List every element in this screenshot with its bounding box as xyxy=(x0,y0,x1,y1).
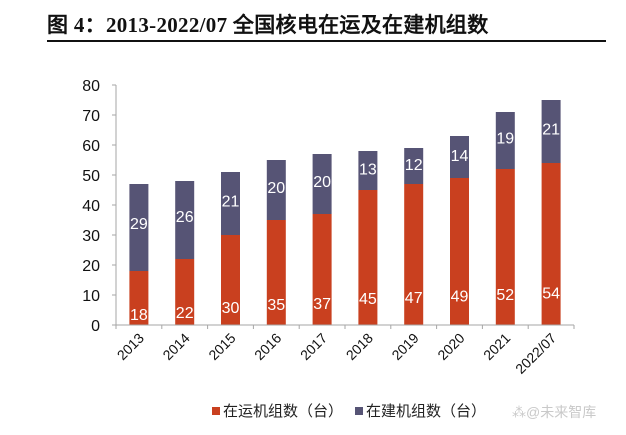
y-tick-label: 40 xyxy=(82,198,100,215)
data-label-operating: 54 xyxy=(542,286,560,303)
data-label-operating: 52 xyxy=(496,287,514,304)
bar-construction xyxy=(129,184,149,271)
data-label-operating: 37 xyxy=(313,296,331,313)
y-tick-label: 70 xyxy=(82,108,100,125)
y-tick-label: 0 xyxy=(91,318,100,335)
data-label-construction: 29 xyxy=(130,216,148,233)
x-tick-label: 2016 xyxy=(251,330,284,363)
data-label-construction: 21 xyxy=(542,121,560,138)
bar-construction xyxy=(312,154,332,214)
bar-operating xyxy=(175,259,195,325)
x-tick-label: 2015 xyxy=(205,330,238,363)
legend-item-operating: 在运机组数（台） xyxy=(212,400,343,421)
stacked-bar-chart: 0 10 20 30 40 50 60 70 80 18 29 22 26 30 21 35 20 37 20 45… xyxy=(82,78,575,377)
bar-construction xyxy=(541,100,561,163)
watermark: ⁂@未来智库 xyxy=(512,404,597,420)
bar-operating xyxy=(266,220,286,325)
bar-construction xyxy=(358,151,378,190)
x-tick-label: 2018 xyxy=(343,330,376,363)
data-label-construction: 14 xyxy=(451,148,469,165)
data-label-operating: 30 xyxy=(222,300,240,317)
data-label-operating: 45 xyxy=(359,291,377,308)
legend-item-construction: 在建机组数（台） xyxy=(355,400,486,421)
bar-construction xyxy=(221,172,240,235)
legend: 在运机组数（台） 在建机组数（台） xyxy=(212,400,498,421)
bar-operating xyxy=(404,184,424,325)
legend-label-construction: 在建机组数（台） xyxy=(366,403,487,420)
bar-construction xyxy=(266,160,286,220)
x-tick-label: 2020 xyxy=(434,330,467,363)
bar-operating xyxy=(129,271,149,325)
bar-operating xyxy=(312,214,332,325)
legend-swatch-operating xyxy=(212,406,220,415)
bar-operating xyxy=(495,169,515,325)
legend-label-operating: 在运机组数（台） xyxy=(223,403,344,420)
data-label-operating: 18 xyxy=(130,307,148,324)
legend-swatch-construction xyxy=(355,406,364,415)
bar-construction xyxy=(450,136,469,178)
data-label-construction: 26 xyxy=(176,209,194,226)
data-label-construction: 21 xyxy=(222,193,240,210)
bar-operating xyxy=(541,163,561,325)
bar-construction xyxy=(175,181,195,259)
bar-operating xyxy=(358,190,378,325)
data-label-construction: 20 xyxy=(313,174,331,191)
data-label-operating: 47 xyxy=(405,290,423,307)
y-tick-label: 60 xyxy=(82,138,100,155)
x-tick-label: 2019 xyxy=(388,330,421,363)
data-label-construction: 20 xyxy=(267,180,285,197)
x-tick-label: 2014 xyxy=(159,330,192,363)
figure-title: 图 4：2013-2022/07 全国核电在运及在建机组数 xyxy=(47,13,489,37)
data-label-construction: 19 xyxy=(496,131,514,148)
data-label-operating: 22 xyxy=(176,305,194,322)
x-axis: 2013 2014 2015 2016 2017 2018 2019 2020 20212022… xyxy=(114,324,575,377)
data-label-construction: 12 xyxy=(405,157,423,174)
bar-operating xyxy=(221,235,240,325)
data-label-operating: 35 xyxy=(267,297,285,314)
y-tick-label: 80 xyxy=(82,78,100,95)
x-tick-label: 2022/07 xyxy=(512,330,559,377)
y-tick-label: 30 xyxy=(82,228,100,245)
data-label-operating: 49 xyxy=(451,289,469,306)
bar-construction xyxy=(404,148,424,184)
bars: 18 29 22 26 30 21 35 20 37 20 45 13 47 12 49 14 52 19 54 21 xyxy=(129,100,561,325)
bar-operating xyxy=(450,178,469,325)
y-tick-label: 50 xyxy=(82,168,100,185)
x-tick-label: 2013 xyxy=(114,330,147,363)
bar-construction xyxy=(495,112,515,169)
data-label-construction: 13 xyxy=(359,162,377,179)
y-axis: 0 10 20 30 40 50 60 70 80 xyxy=(82,78,117,335)
y-tick-label: 20 xyxy=(82,258,100,275)
x-tick-label: 2017 xyxy=(297,330,330,363)
x-tick-label: 2021 xyxy=(480,330,513,363)
y-tick-label: 10 xyxy=(82,288,100,305)
title-underline xyxy=(47,40,606,42)
